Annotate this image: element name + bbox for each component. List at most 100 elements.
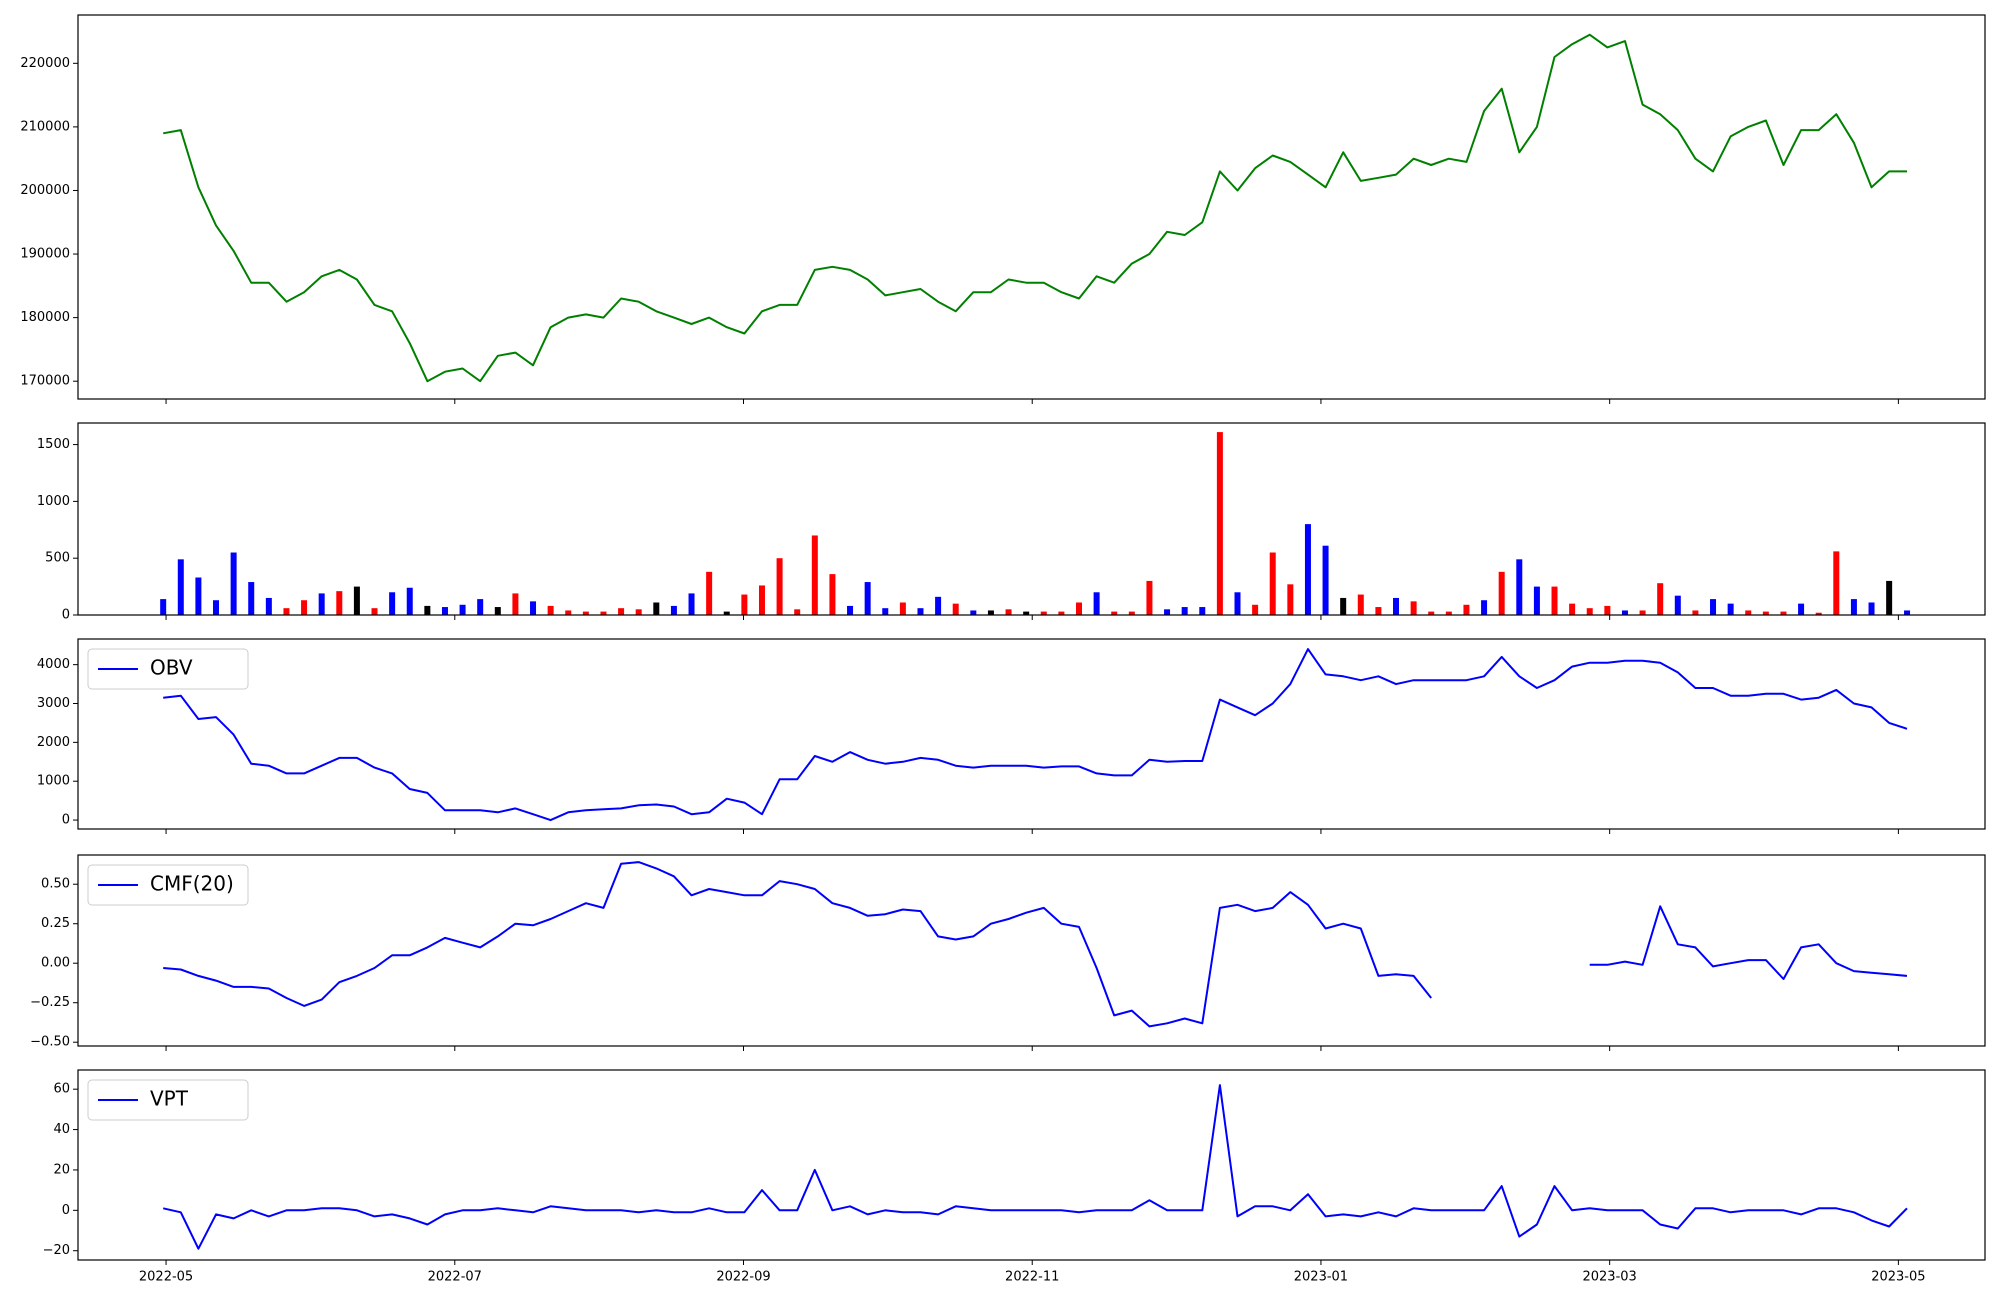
volume-bar [1886, 580, 1893, 615]
volume-bar [371, 608, 378, 615]
volume-bar [336, 591, 343, 615]
volume-bar [1621, 610, 1628, 615]
y-tick-label: 0 [62, 1203, 70, 1218]
y-tick-label: 170000 [20, 374, 70, 389]
y-tick-label: 1000 [37, 494, 70, 509]
panel-frame [77, 14, 1986, 400]
legend-label: CMF(20) [150, 872, 234, 896]
x-tick-label: 2022-05 [139, 1270, 193, 1285]
y-tick-label: 0.00 [41, 956, 70, 971]
volume-bar [265, 597, 272, 615]
volume-bar [1798, 603, 1805, 615]
panel-frame [77, 638, 1986, 830]
volume-bar [406, 587, 413, 615]
volume-bar [635, 609, 642, 615]
y-tick-label: 1500 [37, 437, 70, 452]
series-line [1589, 905, 1908, 980]
volume-bar [1586, 608, 1593, 615]
volume-bar [1657, 583, 1664, 615]
volume-bar [547, 605, 554, 615]
volume-bar [706, 571, 713, 615]
volume-bar [1252, 604, 1259, 615]
legend-box [87, 864, 249, 906]
volume-bar [177, 559, 184, 615]
volume-bar [1692, 610, 1699, 615]
volume-bar [494, 607, 501, 615]
volume-bar [1727, 603, 1734, 615]
volume-bar [565, 610, 572, 615]
y-tick-label: 60 [53, 1082, 70, 1097]
volume-bar [653, 602, 660, 615]
volume-bar [1146, 580, 1153, 615]
volume-bar [1445, 611, 1452, 615]
volume-bar [1463, 604, 1470, 615]
volume-bar [987, 610, 994, 615]
volume-bar [477, 599, 484, 615]
volume-bar [230, 552, 237, 615]
panel-frame [77, 854, 1986, 1047]
volume-bar [847, 605, 854, 615]
volume-bar [741, 594, 748, 615]
volume-bar [1199, 607, 1206, 615]
volume-bar [1498, 571, 1505, 615]
volume-bar [864, 582, 871, 615]
volume-bar [1322, 545, 1329, 615]
y-tick-label: 210000 [20, 119, 70, 134]
volume-bar [248, 582, 255, 615]
legend-label: OBV [150, 656, 193, 680]
volume-bar [829, 574, 836, 615]
volume-bar [160, 599, 167, 615]
volume-bar [1410, 601, 1417, 615]
volume-bar [935, 596, 942, 615]
series-line [163, 33, 1907, 383]
volume-bar [530, 601, 537, 615]
volume-bar [1111, 611, 1118, 615]
y-tick-label: −0.25 [30, 995, 70, 1010]
y-tick-label: 2000 [37, 735, 70, 750]
volume-bar [512, 593, 519, 615]
y-tick-label: 0.25 [41, 916, 70, 931]
series-line [162, 1084, 1908, 1250]
volume-bar [776, 558, 783, 615]
x-tick-label: 2023-03 [1582, 1270, 1636, 1285]
volume-bar [459, 604, 466, 615]
legend-label: VPT [150, 1087, 189, 1111]
y-tick-label: 4000 [37, 657, 70, 672]
volume-bar [1604, 605, 1611, 615]
volume-bar [970, 610, 977, 615]
x-tick-label: 2022-09 [716, 1270, 770, 1285]
volume-bar [1639, 610, 1646, 615]
x-tick-label: 2023-01 [1294, 1270, 1348, 1285]
volume-bar [1904, 610, 1911, 615]
y-tick-label: 3000 [37, 696, 70, 711]
y-tick-label: 0 [62, 608, 70, 623]
volume-bar [1428, 611, 1435, 615]
volume-bar [389, 592, 396, 615]
volume-bar [794, 609, 801, 615]
x-tick-label: 2023-05 [1871, 1270, 1925, 1285]
volume-bar [952, 603, 959, 615]
volume-bar [1304, 524, 1311, 615]
panel-frame [77, 422, 1986, 616]
volume-bar [1375, 607, 1382, 615]
volume-bar [1340, 597, 1347, 615]
volume-bar [213, 600, 220, 615]
volume-bar [1234, 592, 1241, 615]
volume-bar [1710, 599, 1717, 615]
volume-bar [917, 608, 924, 615]
volume-bar [1269, 552, 1276, 615]
volume-bar [1093, 592, 1100, 615]
volume-bar [899, 602, 906, 615]
series-line [163, 861, 1432, 1028]
volume-bar [1216, 432, 1223, 615]
volume-bar [1868, 602, 1875, 615]
volume-bar [688, 593, 695, 615]
volume-bar [1075, 602, 1082, 615]
volume-bar [318, 593, 325, 615]
y-tick-label: 180000 [20, 310, 70, 325]
y-tick-label: 40 [53, 1122, 70, 1137]
volume-bar [1164, 609, 1171, 615]
legend-box [87, 1079, 249, 1121]
volume-bar [1393, 597, 1400, 615]
